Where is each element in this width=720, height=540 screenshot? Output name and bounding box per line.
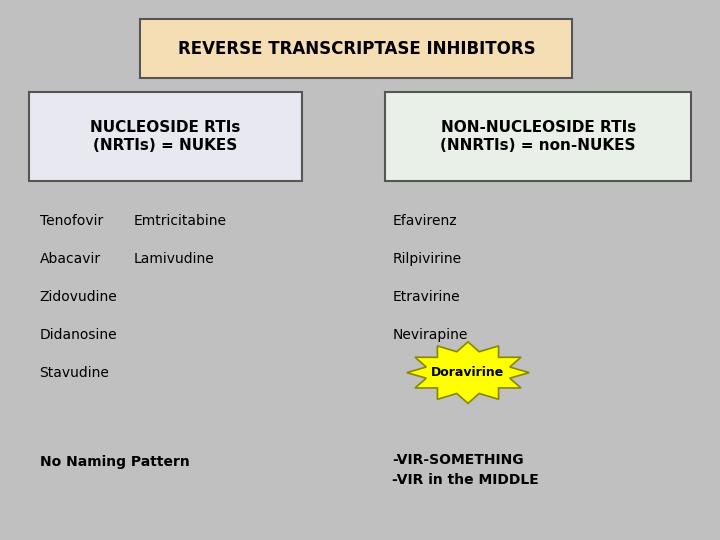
FancyBboxPatch shape [29, 92, 302, 181]
Text: -VIR-SOMETHING
-VIR in the MIDDLE: -VIR-SOMETHING -VIR in the MIDDLE [392, 453, 539, 487]
Text: REVERSE TRANSCRIPTASE INHIBITORS: REVERSE TRANSCRIPTASE INHIBITORS [178, 39, 535, 58]
Text: Efavirenz: Efavirenz [392, 214, 457, 228]
Text: Nevirapine: Nevirapine [392, 328, 468, 342]
Text: No Naming Pattern: No Naming Pattern [40, 455, 189, 469]
Text: Rilpivirine: Rilpivirine [392, 252, 462, 266]
Polygon shape [407, 342, 529, 403]
FancyBboxPatch shape [385, 92, 691, 181]
Text: Doravirine: Doravirine [431, 366, 505, 379]
Text: Lamivudine: Lamivudine [133, 252, 214, 266]
Text: Etravirine: Etravirine [392, 290, 460, 304]
Text: Tenofovir: Tenofovir [40, 214, 103, 228]
Text: Didanosine: Didanosine [40, 328, 117, 342]
FancyBboxPatch shape [140, 19, 572, 78]
Text: NON-NUCLEOSIDE RTIs
(NNRTIs) = non-NUKES: NON-NUCLEOSIDE RTIs (NNRTIs) = non-NUKES [441, 120, 636, 152]
Text: Abacavir: Abacavir [40, 252, 101, 266]
Text: Stavudine: Stavudine [40, 366, 109, 380]
Text: Zidovudine: Zidovudine [40, 290, 117, 304]
Text: Emtricitabine: Emtricitabine [133, 214, 226, 228]
Text: NUCLEOSIDE RTIs
(NRTIs) = NUKES: NUCLEOSIDE RTIs (NRTIs) = NUKES [91, 120, 240, 152]
